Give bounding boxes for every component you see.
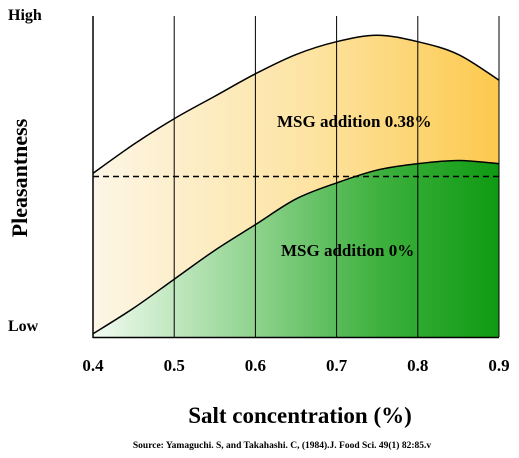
x-tick-label-0.7: 0.7 — [326, 356, 348, 375]
x-tick-label-0.4: 0.4 — [82, 356, 104, 375]
x-tick-label-0.5: 0.5 — [164, 356, 185, 375]
area-msg-0 — [93, 160, 499, 337]
source-note: Source: Yamaguchi. S, and Takahashi. C, … — [133, 440, 431, 451]
y-tick-low: Low — [8, 318, 39, 335]
series-line-msg-0.38 — [92, 34, 500, 174]
x-tick-label-0.6: 0.6 — [245, 356, 266, 375]
series-label-msg-0: MSG addition 0% — [281, 241, 414, 260]
y-tick-high: High — [8, 7, 42, 24]
x-tick-label-0.9: 0.9 — [488, 356, 509, 375]
x-axis-label: Salt concentration (%) — [188, 403, 412, 428]
y-axis-label: Pleasantness — [7, 118, 32, 237]
series-line-msg-0 — [92, 159, 500, 335]
series-label-msg-0.38: MSG addition 0.38% — [277, 112, 431, 131]
x-tick-labels: 0.4 0.5 0.6 0.7 0.8 0.9 — [82, 356, 509, 375]
x-tick-label-0.8: 0.8 — [407, 356, 428, 375]
